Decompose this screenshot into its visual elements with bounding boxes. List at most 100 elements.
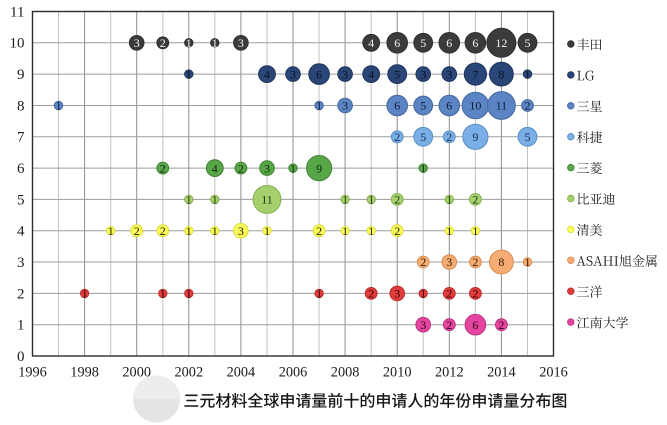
svg-text:2: 2 (134, 224, 140, 238)
svg-text:10: 10 (10, 36, 25, 52)
svg-text:6: 6 (446, 36, 452, 50)
svg-text:2: 2 (394, 224, 400, 238)
svg-text:2: 2 (446, 130, 452, 144)
svg-text:8: 8 (498, 67, 504, 81)
svg-text:3: 3 (238, 36, 244, 50)
svg-text:3: 3 (238, 224, 244, 238)
svg-text:2008: 2008 (331, 364, 360, 380)
svg-text:10: 10 (469, 99, 481, 113)
svg-text:1: 1 (160, 287, 166, 301)
svg-text:3: 3 (446, 255, 452, 269)
svg-text:2: 2 (160, 224, 166, 238)
svg-text:6: 6 (472, 36, 478, 50)
svg-text:1: 1 (186, 193, 192, 207)
svg-text:3: 3 (446, 67, 452, 81)
svg-text:6: 6 (17, 161, 25, 177)
svg-text:1: 1 (186, 224, 192, 238)
svg-text:1998: 1998 (70, 364, 99, 380)
svg-text:0: 0 (17, 349, 25, 365)
svg-text:5: 5 (525, 36, 531, 50)
svg-text:2: 2 (17, 286, 25, 302)
svg-text:1: 1 (186, 67, 192, 81)
svg-text:1: 1 (420, 287, 426, 301)
svg-text:4: 4 (17, 224, 25, 240)
svg-text:2: 2 (446, 318, 452, 332)
svg-text:8: 8 (498, 255, 504, 269)
svg-text:7: 7 (472, 67, 478, 81)
svg-text:2006: 2006 (279, 364, 308, 380)
svg-text:1: 1 (342, 224, 348, 238)
svg-text:1: 1 (186, 36, 192, 50)
svg-text:1: 1 (17, 318, 25, 334)
svg-text:9: 9 (316, 161, 322, 175)
svg-text:7: 7 (17, 130, 25, 146)
svg-text:6: 6 (316, 67, 322, 81)
svg-text:2000: 2000 (122, 364, 151, 380)
svg-text:2: 2 (472, 287, 478, 301)
svg-text:5: 5 (394, 67, 400, 81)
svg-text:6: 6 (394, 36, 400, 50)
svg-text:1: 1 (420, 161, 426, 175)
svg-text:1: 1 (342, 193, 348, 207)
svg-text:1: 1 (525, 67, 531, 81)
svg-text:3: 3 (342, 99, 348, 113)
svg-text:3: 3 (290, 67, 296, 81)
svg-text:4: 4 (212, 161, 218, 175)
svg-text:2: 2 (446, 287, 452, 301)
svg-text:4: 4 (368, 67, 374, 81)
svg-text:2: 2 (420, 255, 426, 269)
svg-text:3: 3 (420, 67, 426, 81)
svg-text:2010: 2010 (383, 364, 412, 380)
svg-text:3: 3 (264, 161, 270, 175)
svg-text:2002: 2002 (175, 364, 204, 380)
svg-text:1: 1 (446, 224, 452, 238)
svg-text:1: 1 (212, 193, 218, 207)
svg-text:2: 2 (160, 36, 166, 50)
svg-text:2: 2 (394, 193, 400, 207)
svg-text:3: 3 (134, 36, 140, 50)
svg-text:1: 1 (56, 99, 62, 113)
svg-text:2: 2 (394, 130, 400, 144)
svg-text:1996: 1996 (18, 364, 47, 380)
svg-text:2: 2 (160, 161, 166, 175)
svg-text:6: 6 (446, 99, 452, 113)
svg-text:1: 1 (446, 193, 452, 207)
svg-text:1: 1 (108, 224, 114, 238)
svg-text:1: 1 (316, 287, 322, 301)
svg-text:2: 2 (472, 255, 478, 269)
svg-text:2016: 2016 (539, 364, 568, 380)
svg-text:2: 2 (498, 318, 504, 332)
svg-text:5: 5 (525, 130, 531, 144)
svg-text:2014: 2014 (487, 364, 516, 380)
svg-text:2: 2 (316, 224, 322, 238)
svg-text:3: 3 (342, 67, 348, 81)
svg-text:4: 4 (368, 36, 374, 50)
svg-text:11: 11 (496, 99, 508, 113)
svg-text:6: 6 (394, 99, 400, 113)
svg-text:5: 5 (420, 99, 426, 113)
svg-text:5: 5 (420, 36, 426, 50)
svg-text:1: 1 (290, 161, 296, 175)
svg-text:1: 1 (316, 99, 322, 113)
svg-text:11: 11 (10, 4, 24, 20)
svg-text:5: 5 (420, 130, 426, 144)
svg-text:2004: 2004 (227, 364, 256, 380)
svg-text:6: 6 (472, 318, 478, 332)
svg-text:9: 9 (472, 130, 478, 144)
svg-text:1: 1 (368, 224, 374, 238)
svg-text:5: 5 (17, 192, 25, 208)
svg-text:11: 11 (261, 193, 273, 207)
svg-text:1: 1 (472, 224, 478, 238)
svg-text:1: 1 (212, 36, 218, 50)
svg-text:1: 1 (186, 287, 192, 301)
svg-text:3: 3 (420, 318, 426, 332)
svg-text:2: 2 (238, 161, 244, 175)
svg-text:3: 3 (394, 287, 400, 301)
svg-text:2012: 2012 (435, 364, 464, 380)
svg-text:4: 4 (264, 67, 270, 81)
svg-text:1: 1 (525, 255, 531, 269)
svg-text:2: 2 (472, 193, 478, 207)
svg-text:8: 8 (17, 98, 25, 114)
svg-text:3: 3 (17, 255, 25, 271)
svg-text:9: 9 (17, 67, 25, 83)
